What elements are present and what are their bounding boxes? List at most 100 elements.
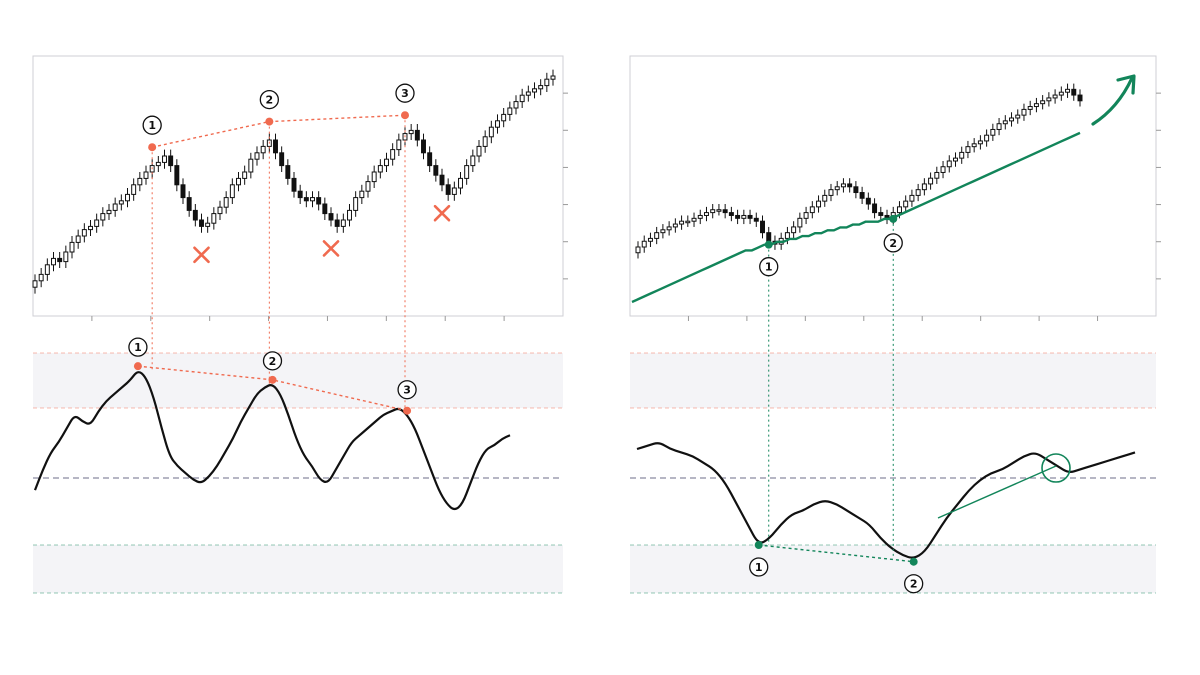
- left-osc-peak-badge-label: 2: [269, 355, 277, 368]
- right-price-low-marker: [764, 240, 773, 249]
- right-candle: [666, 226, 672, 231]
- left-osc-peak-badge: [128, 337, 148, 357]
- left-candle: [32, 280, 38, 288]
- right-candle: [1033, 103, 1039, 108]
- up-arrow-icon: [1091, 74, 1136, 126]
- right-candle: [840, 183, 846, 188]
- right-candle: [921, 183, 927, 191]
- right-oscillator-line: [636, 442, 1137, 559]
- left-candle: [340, 219, 346, 227]
- left-candle: [88, 225, 93, 231]
- right-candle: [859, 192, 865, 199]
- left-candle: [242, 171, 248, 179]
- right-momentum-line: [937, 465, 1057, 519]
- right-candle: [971, 143, 977, 148]
- right-candle: [735, 214, 741, 219]
- left-candle: [322, 203, 328, 215]
- left-candle: [377, 165, 383, 173]
- right-candle: [828, 189, 834, 196]
- left-candle: [451, 187, 457, 195]
- left-overbought-zone: [33, 353, 563, 408]
- left-candle: [359, 190, 365, 199]
- left-candle: [334, 219, 340, 227]
- left-candle: [458, 177, 463, 189]
- left-candle: [513, 101, 519, 109]
- left-candle: [229, 184, 235, 199]
- right-candle: [809, 206, 815, 214]
- left-candle: [433, 165, 439, 176]
- right-candle: [697, 214, 703, 219]
- right-candle: [1071, 88, 1077, 96]
- left-oscillator-line: [33, 371, 511, 511]
- cross-stroke: [322, 240, 340, 257]
- left-candle: [414, 129, 420, 141]
- right-candle: [747, 214, 753, 219]
- right-osc-low-marker: [754, 541, 763, 549]
- right-candle: [654, 232, 660, 239]
- right-osc-trendline: [758, 544, 914, 563]
- left-candle: [100, 213, 106, 221]
- left-candle: [525, 91, 531, 96]
- left-price-peak-marker: [148, 143, 157, 152]
- right-candle: [691, 217, 697, 222]
- right-candle: [741, 214, 747, 219]
- right-candle: [865, 197, 871, 205]
- left-candle: [51, 257, 56, 266]
- right-candle: [1058, 91, 1064, 96]
- right-candle: [766, 232, 772, 242]
- left-price-peak-badge-label: 2: [266, 94, 274, 107]
- left-candle: [297, 190, 303, 199]
- right-price-low-badge: [759, 257, 779, 277]
- left-osc-peak-badge-label: 1: [134, 341, 142, 354]
- right-candle: [946, 160, 952, 168]
- right-price-panel: [629, 55, 1157, 317]
- left-candle: [57, 257, 63, 263]
- left-candle: [155, 161, 161, 167]
- right-midline-cross-highlight: [1041, 453, 1071, 483]
- left-candle: [125, 193, 130, 202]
- right-oversold-zone: [630, 545, 1156, 593]
- right-candle: [990, 128, 996, 136]
- left-candle: [550, 75, 556, 80]
- left-candle: [439, 174, 445, 186]
- right-osc-low-badge: [904, 574, 924, 594]
- right-candle: [728, 212, 734, 216]
- left-candle: [421, 139, 426, 154]
- cross-mark-icon: [193, 246, 210, 264]
- right-candle: [928, 177, 934, 185]
- right-osc-low-badge: [749, 557, 769, 577]
- left-candle: [303, 197, 309, 202]
- right-candle: [1021, 108, 1027, 116]
- right-osc-low-badge-label: 1: [755, 561, 763, 574]
- right-candle: [878, 212, 884, 216]
- right-osc-low-badge-label: 2: [910, 578, 918, 591]
- right-candle: [722, 209, 728, 214]
- right-osc-low-marker: [909, 557, 918, 566]
- right-candle: [996, 123, 1002, 130]
- left-candle: [186, 197, 192, 211]
- left-price-peak-badge: [259, 89, 279, 110]
- left-osc-peak-marker: [268, 375, 277, 384]
- left-candle: [396, 139, 402, 151]
- right-candle: [1052, 94, 1058, 99]
- right-candle: [716, 209, 722, 212]
- left-candle: [94, 219, 100, 227]
- left-candle: [464, 165, 470, 179]
- right-candle: [1065, 88, 1071, 93]
- left-candle: [390, 149, 396, 160]
- left-osc-peak-badge: [397, 380, 417, 400]
- right-candle: [1046, 97, 1052, 102]
- left-candle: [137, 177, 143, 186]
- right-price-low-badge-label: 1: [765, 261, 773, 274]
- left-candle: [236, 177, 241, 186]
- left-price-peak-badge: [142, 115, 162, 135]
- left-candle: [544, 78, 550, 87]
- left-candle: [192, 209, 198, 221]
- left-candle: [162, 155, 167, 163]
- left-candle: [495, 120, 500, 128]
- left-candle: [69, 241, 75, 253]
- left-price-peak-badge-label: 1: [148, 119, 156, 132]
- left-candle: [501, 113, 507, 122]
- right-candle: [703, 212, 709, 216]
- left-candle: [316, 197, 322, 205]
